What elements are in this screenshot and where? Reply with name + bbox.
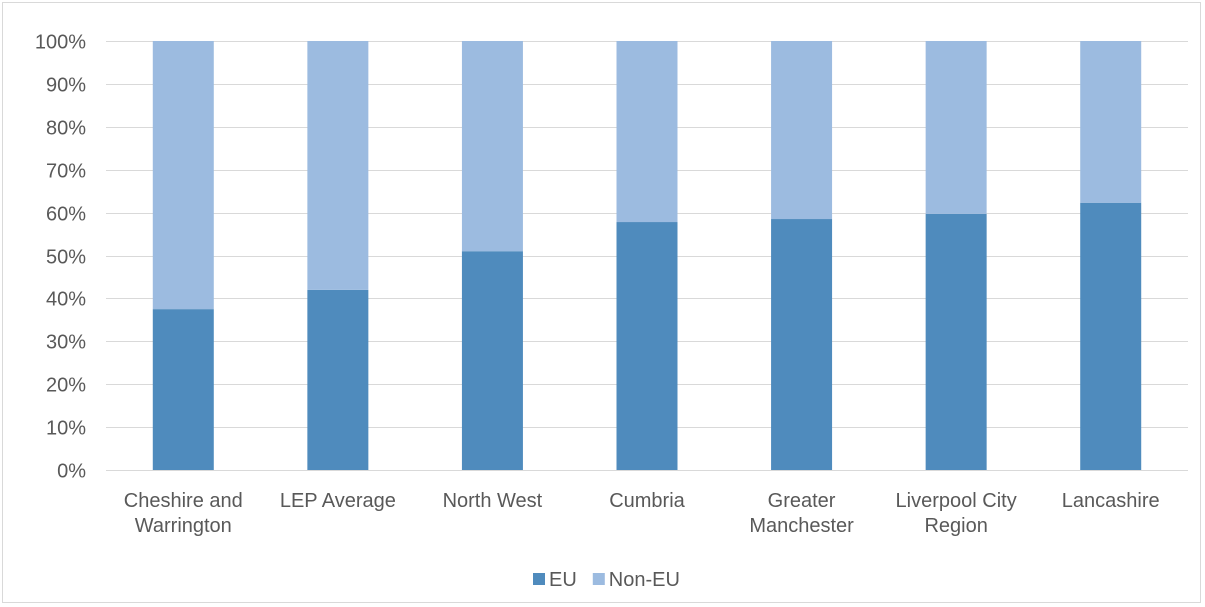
y-tick-label: 70%	[46, 161, 86, 183]
bar-segment-non-eu	[616, 41, 678, 223]
legend: EU Non-EU	[533, 569, 680, 591]
bar-segment-non-eu	[152, 41, 214, 310]
x-category-label: Region	[924, 515, 987, 537]
x-category-label: LEP Average	[280, 490, 396, 512]
bar-segment-non-eu	[771, 41, 833, 220]
y-tick-label: 80%	[46, 118, 86, 140]
bar-segment-non-eu	[307, 41, 369, 290]
y-tick-label: 10%	[46, 418, 86, 440]
y-tick-label: 50%	[46, 247, 86, 269]
bar-segment-non-eu	[461, 41, 523, 252]
y-tick-label: 0%	[57, 461, 86, 483]
x-category-label: Cumbria	[609, 490, 685, 512]
y-axis-tick-labels: 0% 10% 20% 30% 40% 50% 60% 70% 80% 90% 100%	[35, 32, 86, 483]
y-tick-label: 40%	[46, 289, 86, 311]
x-category-label: Manchester	[749, 515, 854, 537]
bars	[152, 41, 1142, 470]
y-tick-label: 90%	[46, 75, 86, 97]
bar-segment-eu	[152, 309, 214, 470]
y-tick-label: 20%	[46, 375, 86, 397]
bar-segment-eu	[307, 289, 369, 470]
x-category-label: Liverpool City	[896, 490, 1017, 512]
bar-segment-non-eu	[925, 41, 987, 214]
legend-label: EU	[549, 569, 577, 591]
bar-segment-eu	[925, 213, 987, 470]
y-tick-label: 30%	[46, 332, 86, 354]
legend-swatch	[592, 573, 605, 585]
x-category-label: North West	[443, 490, 543, 512]
bar-segment-non-eu	[1080, 41, 1142, 203]
y-tick-label: 60%	[46, 204, 86, 226]
y-tick-label: 100%	[35, 32, 86, 54]
x-category-label: Cheshire and	[124, 490, 243, 512]
legend-swatch	[533, 573, 545, 585]
bar-segment-eu	[616, 222, 678, 470]
legend-label: Non-EU	[609, 569, 680, 591]
x-category-label: Warrington	[135, 515, 232, 537]
bar-segment-eu	[1080, 202, 1142, 470]
x-category-label: Lancashire	[1062, 490, 1160, 512]
x-category-label: Greater	[768, 490, 836, 512]
bar-segment-eu	[461, 251, 523, 470]
x-axis-category-labels: Cheshire and Warrington LEP Average North W…	[124, 490, 1160, 537]
bar-segment-eu	[771, 219, 833, 470]
